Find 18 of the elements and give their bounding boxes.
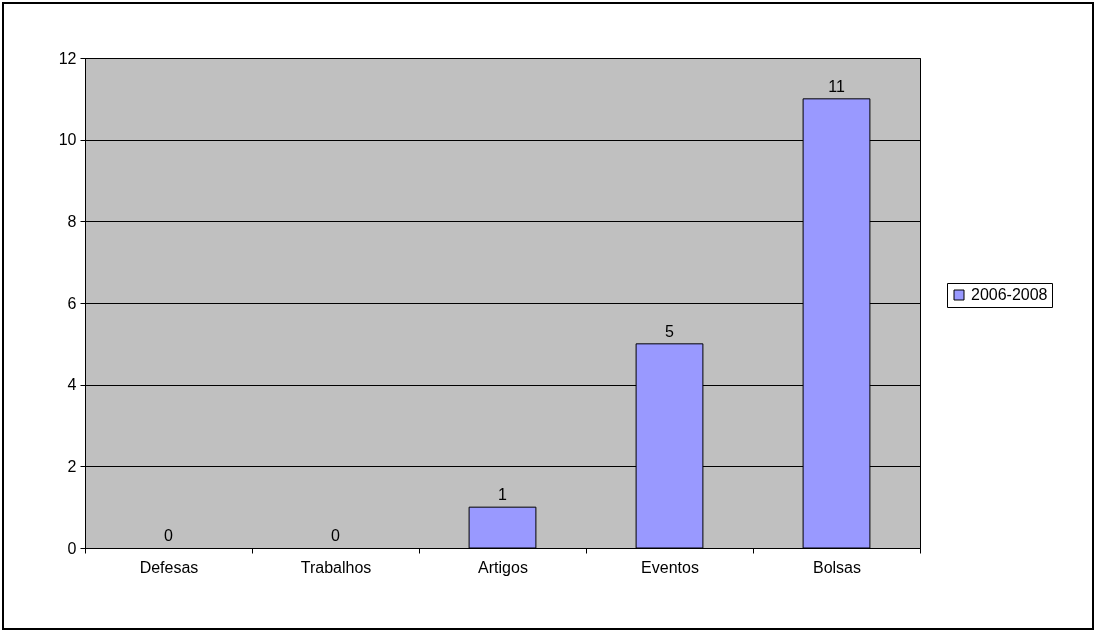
y-tick-label: 10 (58, 131, 77, 149)
x-tick-label: Trabalhos (300, 558, 372, 576)
y-tick-label: 2 (67, 457, 77, 475)
x-tick-label: Defesas (139, 558, 199, 576)
legend-label: 2006-2008 (971, 286, 1048, 303)
data-label: 11 (828, 77, 845, 95)
data-label: 5 (665, 322, 675, 340)
x-tick-label: Eventos (641, 558, 699, 576)
x-tick-label: Bolsas (812, 558, 862, 576)
y-tick-label: 8 (67, 212, 77, 230)
y-tick-label: 0 (67, 539, 77, 557)
data-label: 0 (164, 527, 174, 544)
y-tick-label: 12 (58, 49, 77, 67)
y-tick-label: 4 (67, 376, 77, 394)
data-label: 0 (331, 527, 341, 544)
x-tick-label: Artigos (478, 558, 528, 576)
data-label: 1 (498, 486, 508, 504)
y-tick-label: 6 (67, 294, 77, 312)
